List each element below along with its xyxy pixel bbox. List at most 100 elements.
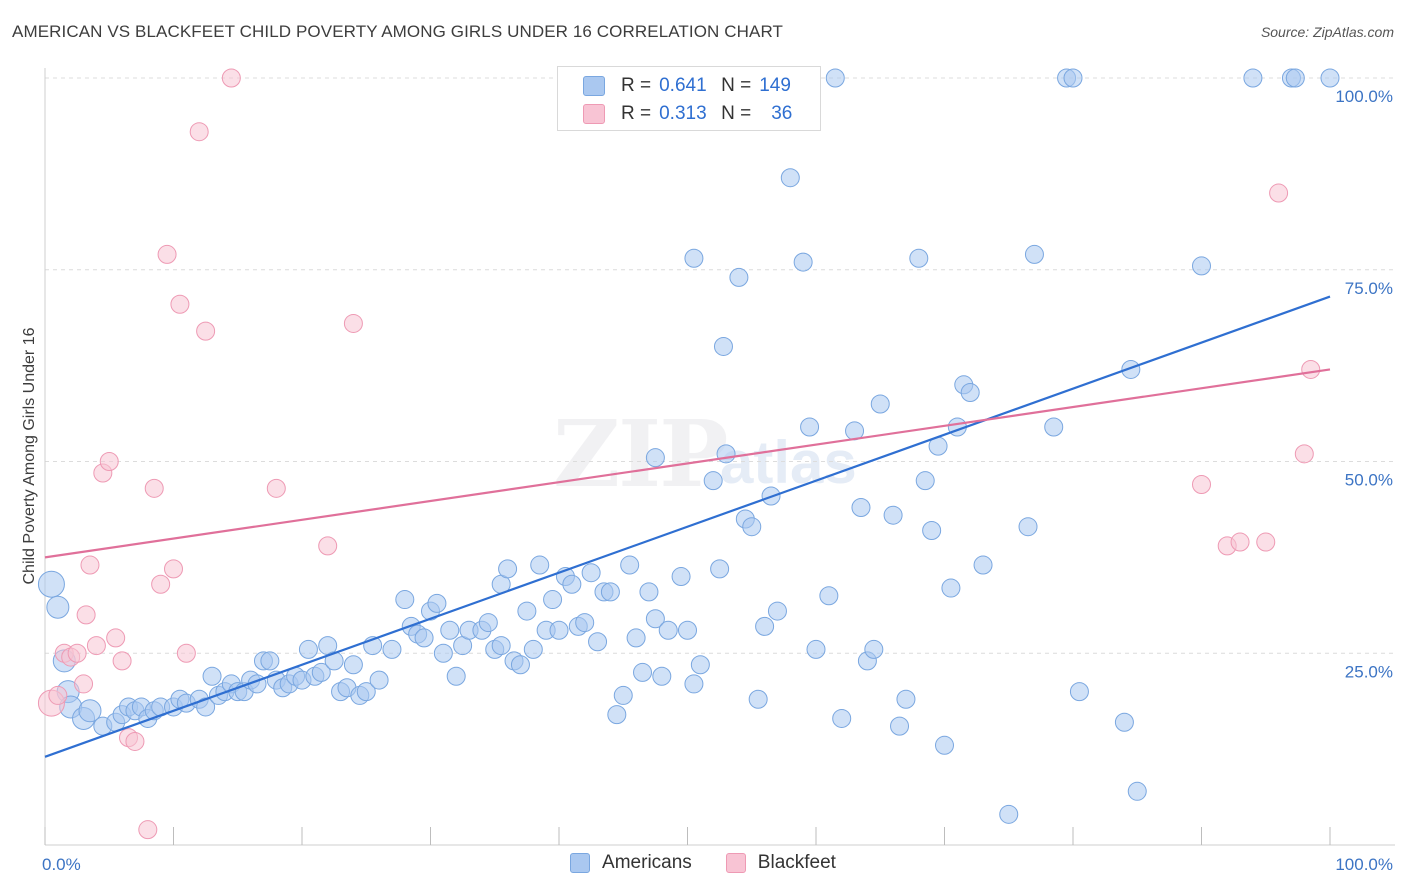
axis-labels: 25.0% 50.0% 75.0% 100.0% 0.0% 100.0% Child Pov…	[21, 87, 1393, 874]
americans-point	[427, 593, 447, 613]
chart-title: AMERICAN VS BLACKFEET CHILD POVERTY AMON…	[12, 22, 783, 41]
americans-point	[491, 636, 511, 656]
americans-point	[671, 567, 691, 587]
americans-point	[960, 382, 980, 402]
blackfeet-legend-swatch	[725, 853, 746, 873]
legend-item-americans[interactable]: Americans	[570, 852, 692, 874]
americans-point	[78, 699, 102, 723]
americans-point	[588, 632, 608, 652]
americans-point	[793, 252, 813, 272]
americans-point	[1044, 417, 1064, 437]
americans-point	[575, 613, 595, 633]
americans-point	[690, 655, 710, 675]
americans-point	[1285, 68, 1305, 88]
americans-point	[607, 705, 627, 725]
americans-point	[645, 448, 665, 468]
blackfeet-point	[176, 643, 196, 663]
americans-point	[581, 563, 601, 583]
americans-point	[941, 578, 961, 598]
americans-point	[543, 590, 563, 610]
blackfeet-point	[170, 294, 190, 314]
americans-legend-swatch	[570, 853, 591, 873]
americans-point	[626, 628, 646, 648]
x-tick-label: 0.0%	[42, 855, 81, 874]
r-value: 0.313	[659, 103, 707, 124]
americans-point	[414, 628, 434, 648]
americans-point	[324, 651, 344, 671]
source-label: Source: ZipAtlas.com	[1260, 24, 1394, 40]
r-label: R =	[621, 103, 652, 124]
americans-point	[767, 601, 787, 621]
legend-label-americans: Americans	[602, 852, 692, 873]
americans-point	[748, 689, 768, 709]
blackfeet-point	[164, 559, 183, 579]
americans-point	[196, 697, 216, 717]
americans-point	[851, 498, 871, 518]
blackfeet-point	[1230, 532, 1250, 552]
blackfeet-point	[48, 685, 68, 705]
americans-point	[645, 609, 665, 629]
legend-label-blackfeet: Blackfeet	[757, 852, 836, 873]
americans-point	[639, 582, 659, 602]
blackfeet-swatch	[583, 104, 605, 124]
americans-point	[517, 601, 537, 621]
americans-point	[1063, 68, 1083, 88]
americans-point	[710, 559, 730, 579]
americans-point	[1069, 682, 1089, 702]
americans-point	[440, 620, 460, 640]
americans-point	[600, 582, 620, 602]
blackfeet-point	[221, 68, 241, 88]
americans-point	[549, 620, 569, 640]
americans-point	[780, 168, 800, 188]
y-axis-label: Child Poverty Among Girls Under 16	[21, 327, 38, 584]
americans-point	[1243, 68, 1263, 88]
legend-item-blackfeet[interactable]: Blackfeet	[725, 852, 836, 874]
americans-point	[915, 471, 935, 491]
blackfeet-point	[1256, 532, 1276, 552]
americans-point	[800, 417, 820, 437]
americans-point	[395, 590, 415, 610]
americans-point	[1018, 517, 1038, 537]
americans-trend-line	[44, 295, 1331, 758]
y-tick-label: 75.0%	[1345, 279, 1393, 298]
r-value: 0.641	[659, 75, 707, 96]
x-tick-label: 100.0%	[1335, 855, 1393, 874]
legend-row-blackfeet: R = 0.313 N = 36	[558, 99, 792, 129]
americans-point	[716, 444, 736, 464]
n-value: 149	[759, 75, 791, 96]
blackfeet-point	[80, 555, 100, 575]
americans-point	[260, 651, 280, 671]
blackfeet-point	[76, 605, 96, 625]
blackfeet-point	[144, 478, 164, 498]
watermark-zip: ZIP	[553, 400, 728, 508]
americans-point	[343, 655, 363, 675]
americans-point	[433, 643, 453, 663]
americans-point	[825, 68, 845, 88]
trend-lines	[44, 295, 1331, 758]
americans-point	[864, 639, 884, 659]
americans-point	[382, 639, 402, 659]
r-label: R =	[621, 75, 652, 96]
americans-point	[652, 666, 672, 686]
blackfeet-point	[1269, 183, 1289, 203]
americans-point	[729, 267, 749, 287]
americans-point	[806, 639, 826, 659]
americans-point	[742, 517, 762, 537]
y-tick-label: 100.0%	[1335, 87, 1393, 106]
americans-point	[613, 685, 633, 705]
americans-point	[713, 336, 733, 356]
blackfeet-point	[1294, 444, 1314, 464]
americans-point	[1320, 68, 1340, 88]
y-tick-label: 25.0%	[1345, 662, 1393, 681]
axes	[44, 68, 1395, 846]
americans-point	[684, 248, 704, 268]
blackfeet-point	[266, 478, 286, 498]
watermark-atlas: atlas	[720, 429, 857, 496]
americans-point	[819, 586, 839, 606]
blackfeet-point	[1301, 359, 1321, 379]
series-legend: Americans Blackfeet	[0, 852, 1406, 874]
americans-point	[678, 620, 697, 640]
americans-point	[498, 559, 518, 579]
n-label: N =	[721, 103, 752, 124]
